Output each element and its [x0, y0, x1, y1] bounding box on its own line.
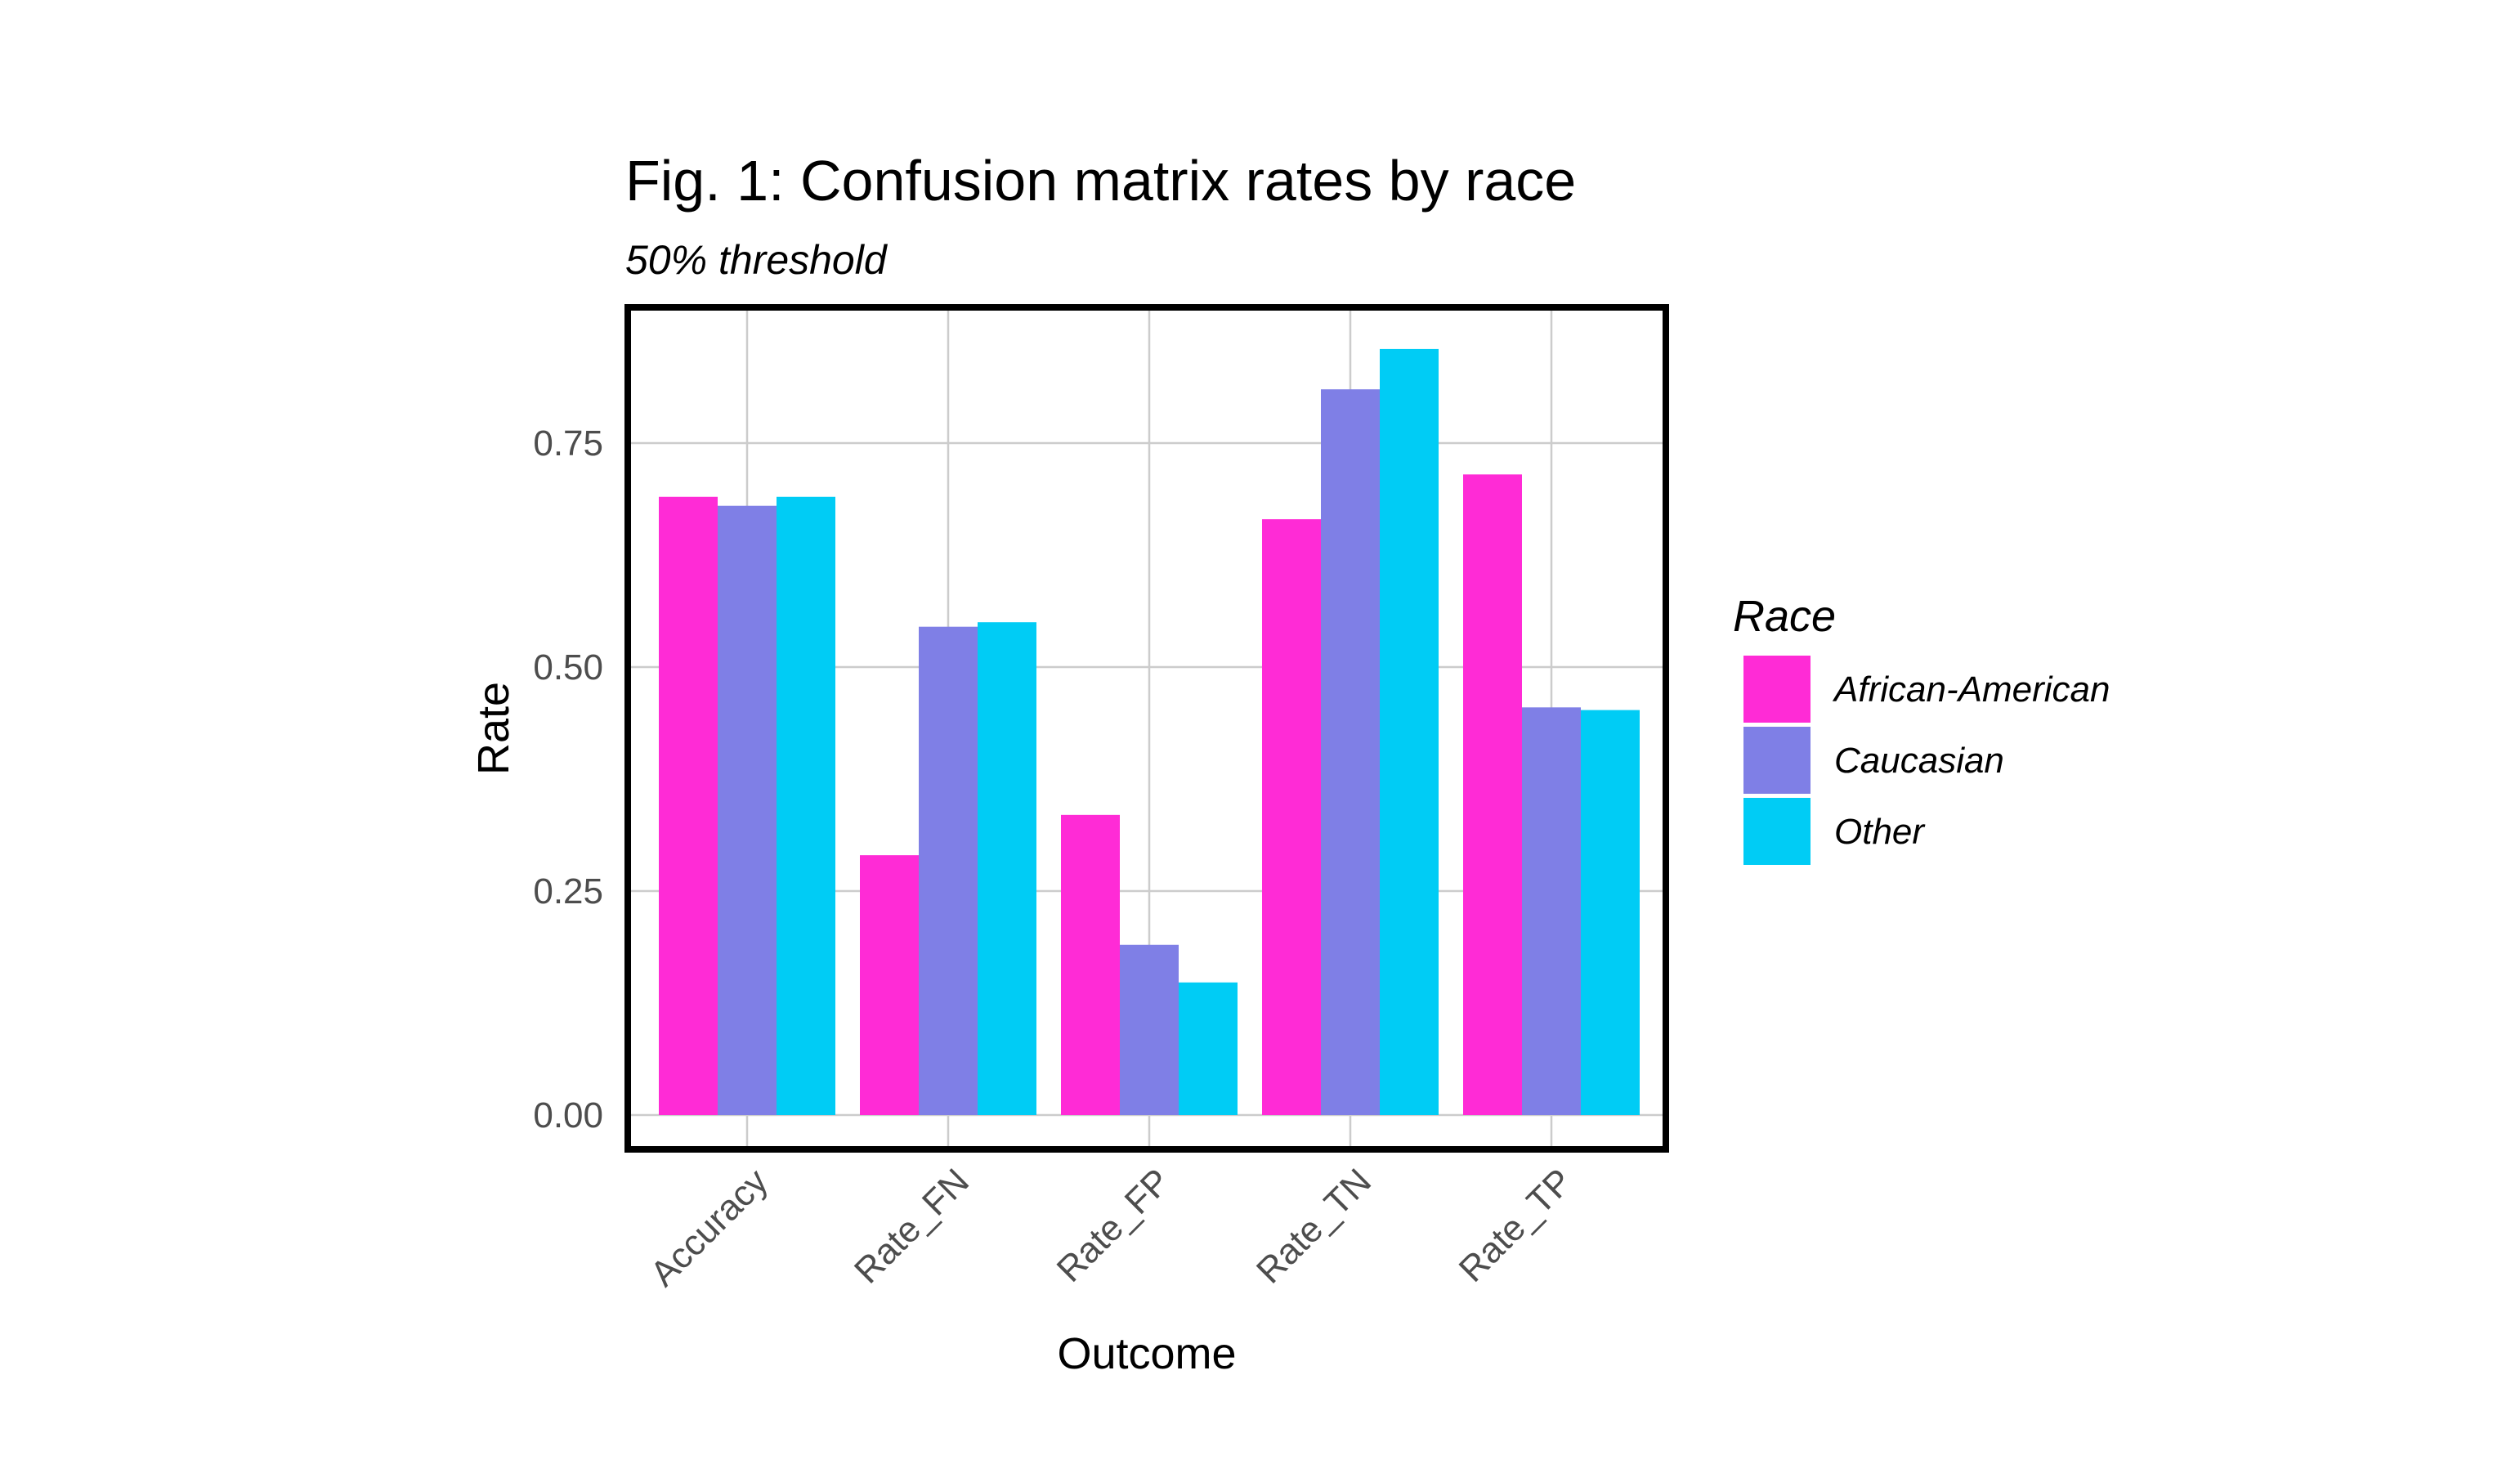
- bar: [1380, 348, 1439, 1115]
- bar: [860, 855, 919, 1115]
- bar: [1061, 814, 1120, 1115]
- x-tick-label: Rate_FP: [1050, 1161, 1178, 1289]
- x-tick-label: Accuracy: [642, 1161, 776, 1294]
- bar: [919, 626, 978, 1115]
- x-axis-ticks: Accuracy Rate_FN Rate_FP Rate_TN Rate_TP: [642, 1161, 1580, 1294]
- legend-label: Other: [1834, 812, 1926, 852]
- bar: [1321, 389, 1380, 1115]
- legend-label: African-American: [1832, 670, 2110, 710]
- chart-subtitle: 50% threshold: [625, 237, 888, 283]
- y-tick-label: 0.25: [533, 871, 603, 911]
- bars: [659, 348, 1640, 1115]
- bar: [659, 496, 718, 1115]
- legend-title: Race: [1733, 592, 1836, 641]
- y-tick-label: 0.75: [533, 423, 603, 464]
- bar: [1522, 707, 1581, 1115]
- x-tick-label: Rate_TP: [1452, 1161, 1580, 1289]
- x-axis-title: Outcome: [1057, 1329, 1236, 1378]
- bar: [1581, 710, 1640, 1115]
- legend-items: African-American Caucasian Other: [1743, 656, 2110, 865]
- chart-title: Fig. 1: Confusion matrix rates by race: [625, 149, 1576, 213]
- plot-panel-border: [624, 304, 1669, 1153]
- legend-swatch: [1743, 798, 1811, 865]
- legend: Race African-American Caucasian Other: [1733, 592, 2110, 865]
- y-axis-ticks: 0.00 0.25 0.50 0.75: [533, 423, 603, 1135]
- bar: [1120, 944, 1179, 1115]
- bar: [1262, 519, 1321, 1115]
- y-tick-label: 0.00: [533, 1095, 603, 1135]
- bar: [718, 505, 777, 1115]
- bar: [777, 496, 835, 1115]
- bar: [1463, 474, 1522, 1115]
- x-tick-label: Rate_FN: [847, 1161, 977, 1291]
- legend-swatch: [1743, 656, 1811, 723]
- bar: [1179, 982, 1238, 1115]
- bar: [978, 622, 1036, 1115]
- legend-label: Caucasian: [1834, 741, 2004, 781]
- legend-swatch: [1743, 727, 1811, 794]
- y-axis-title: Rate: [469, 682, 518, 775]
- y-tick-label: 0.50: [533, 647, 603, 687]
- x-tick-label: Rate_TN: [1249, 1161, 1379, 1291]
